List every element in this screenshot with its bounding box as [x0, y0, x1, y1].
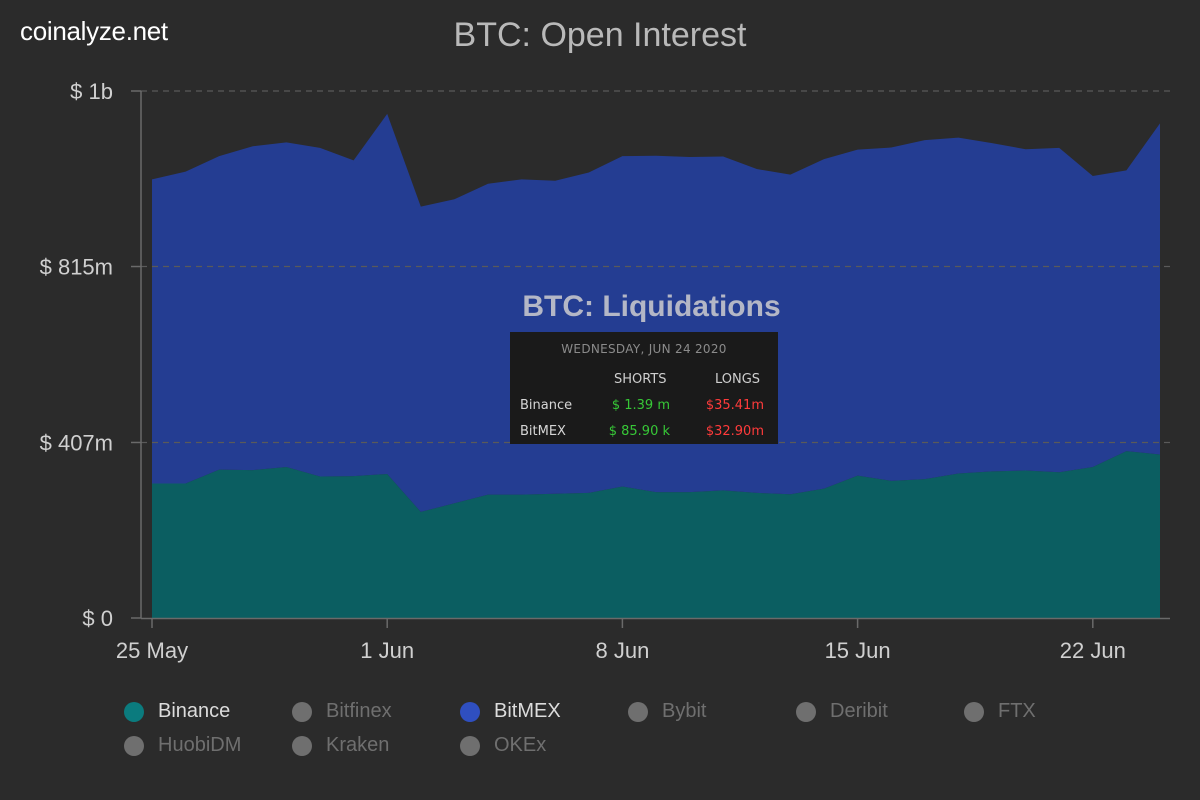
liquidations-tooltip: WEDNESDAY, JUN 24 2020 SHORTS LONGS Bina…: [510, 332, 778, 444]
legend-marker-icon: [124, 735, 144, 756]
liquidation-row: BitMEX $ 85.90 k $32.90m: [510, 424, 778, 444]
legend-marker-icon: [628, 701, 648, 722]
y-tick-label: $ 815m: [40, 255, 113, 280]
liquidations-title: BTC: Liquidations: [522, 290, 781, 323]
legend-label: OKEx: [494, 734, 547, 756]
legend-item-binance[interactable]: Binance: [124, 700, 230, 723]
legend-marker-icon: [796, 701, 816, 722]
legend-item-ftx[interactable]: FTX: [964, 700, 1036, 723]
y-tick-label: $ 0: [82, 606, 113, 631]
legend-label: Binance: [158, 700, 231, 722]
chart-title: BTC: Open Interest: [453, 16, 747, 54]
brand-logo-text[interactable]: coinalyze.net: [20, 16, 168, 46]
longs-value: $32.90m: [705, 424, 764, 439]
liquidation-row: Binance $ 1.39 m $35.41m: [510, 398, 778, 418]
legend-marker-icon: [964, 701, 984, 722]
legend-item-bitmex[interactable]: BitMEX: [460, 700, 561, 723]
legend-label: BitMEX: [494, 700, 561, 722]
legend-marker-icon: [292, 735, 312, 756]
longs-header: LONGS: [715, 372, 761, 387]
area-series: [152, 113, 1160, 618]
exchange-name: Binance: [520, 398, 573, 413]
exchange-name: BitMEX: [520, 424, 566, 439]
series-area-binance: [152, 451, 1160, 618]
shorts-header: SHORTS: [614, 372, 667, 387]
legend-item-bybit[interactable]: Bybit: [628, 700, 706, 723]
x-tick-label: 22 Jun: [1060, 638, 1126, 663]
legend-item-bitfinex[interactable]: Bitfinex: [292, 700, 392, 723]
legend-label: Bitfinex: [326, 700, 392, 722]
legend-label: FTX: [998, 700, 1036, 722]
x-tick-label: 1 Jun: [360, 638, 414, 663]
legend-label: Bybit: [662, 700, 707, 722]
legend-item-kraken[interactable]: Kraken: [292, 734, 389, 757]
legend-label: Deribit: [830, 700, 888, 722]
legend-item-deribit[interactable]: Deribit: [796, 700, 888, 723]
y-tick-label: $ 407m: [40, 430, 113, 455]
x-tick-label: 15 Jun: [825, 638, 891, 663]
axes: [140, 90, 1170, 620]
legend-label: HuobiDM: [158, 734, 242, 756]
shorts-value: $ 1.39 m: [611, 398, 670, 413]
x-tick-label: 25 May: [116, 638, 188, 663]
x-axis-ticks: 25 May 1 Jun 8 Jun 15 Jun 22 Jun: [116, 618, 1126, 663]
legend-marker-icon: [460, 701, 480, 722]
y-tick-label: $ 1b: [70, 79, 113, 104]
legend-marker-icon: [460, 735, 480, 756]
legend-marker-icon: [124, 701, 144, 722]
legend-marker-icon: [292, 701, 312, 722]
shorts-value: $ 85.90 k: [608, 424, 670, 439]
x-tick-label: 8 Jun: [595, 638, 649, 663]
liquidations-date: WEDNESDAY, JUN 24 2020: [561, 342, 727, 356]
legend-item-okex[interactable]: OKEx: [460, 734, 546, 757]
legend-item-huobidm[interactable]: HuobiDM: [124, 734, 241, 757]
longs-value: $35.41m: [705, 398, 764, 413]
series-area-bitmex: [152, 113, 1160, 512]
y-axis-ticks: $ 0 $ 407m $ 815m $ 1b: [40, 79, 141, 631]
legend-label: Kraken: [326, 734, 390, 756]
